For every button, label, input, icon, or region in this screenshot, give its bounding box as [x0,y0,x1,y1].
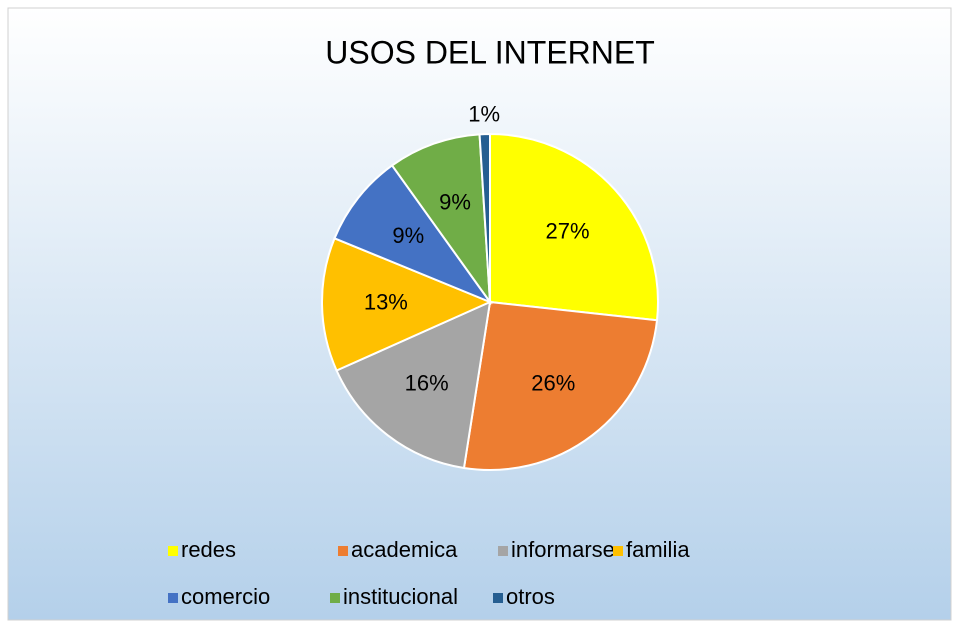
legend-label: familia [626,537,690,562]
legend-marker [168,593,178,603]
legend-label: academica [351,537,458,562]
data-label: 26% [531,371,575,396]
legend-marker [168,546,178,556]
pie-slice [333,164,493,305]
data-label: 13% [364,289,408,314]
data-label: 1% [468,101,500,126]
legend-label: otros [506,584,555,609]
pie-slice [335,300,492,470]
pie-slice [462,300,659,471]
legend-marker [338,546,348,556]
data-label: 27% [546,218,590,243]
data-label: 9% [439,190,471,215]
pie-slice [478,132,491,303]
pie-slice [489,132,659,322]
legend-label: informarse [511,537,615,562]
data-label: 16% [405,371,449,396]
legend-marker [493,593,503,603]
legend-marker [613,546,623,556]
pie-slice [390,133,492,306]
legend-label: comercio [181,584,270,609]
chart-title: USOS DEL INTERNET [325,34,655,70]
pie-slice [321,237,493,372]
data-label: 9% [392,223,424,248]
legend-label: redes [181,537,236,562]
legend-label: institucional [343,584,458,609]
legend-marker [498,546,508,556]
legend-marker [330,593,340,603]
